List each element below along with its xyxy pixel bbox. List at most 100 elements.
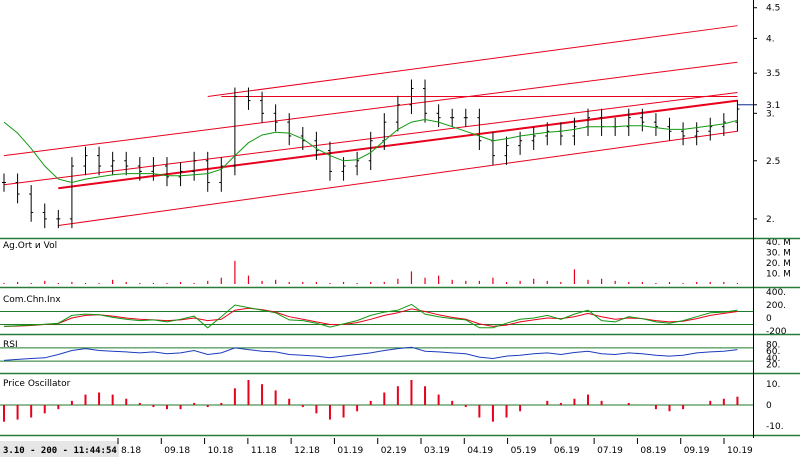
price-bar	[423, 79, 428, 123]
price-bar	[572, 117, 577, 146]
price-bar	[504, 136, 509, 165]
cci-panel: Com.Chn.Inx 400. 200. 0 -200	[0, 288, 787, 337]
oscillator-panel-label: Price Oscillator	[3, 379, 71, 389]
price-bar	[164, 157, 169, 187]
time-tick-label: 03.19	[424, 446, 450, 456]
price-bar	[327, 141, 332, 181]
price-tick-label: 4.5	[766, 4, 780, 14]
time-tick-label: 11.18	[251, 446, 277, 456]
channel-line-1	[3, 61, 738, 157]
price-bar	[531, 127, 536, 151]
timestamp-box	[0, 441, 119, 457]
price-bar	[518, 131, 523, 155]
price-bar	[409, 79, 414, 115]
moving-average-line	[3, 118, 738, 184]
rsi-panel-label: RSI	[3, 340, 18, 350]
oscillator-tick-label: 10.	[766, 380, 780, 390]
oscillator-tick-label: -10.	[766, 422, 784, 432]
price-axis: 4.5 4. 3.5 3.13. 2.5 2.	[753, 4, 780, 225]
price-bar	[124, 151, 129, 176]
price-bar	[681, 122, 686, 146]
timestamp: 3.10 - 200 - 11:44:54	[3, 446, 117, 456]
price-bar	[287, 113, 292, 146]
cci-tick-label: 200.	[766, 301, 786, 311]
price-bar	[137, 157, 142, 181]
volume-panel: Ag.Ort и Vol 40. M30. M20. M10. M	[3, 238, 791, 284]
price-bars	[2, 79, 740, 229]
channel-line-4	[58, 130, 738, 226]
price-bar	[355, 151, 360, 176]
cci-tick-label: 0	[766, 314, 772, 324]
price-bar	[314, 131, 319, 160]
time-tick-label: 02.19	[381, 446, 407, 456]
price-bar	[178, 162, 183, 187]
price-tick-label: 4.	[766, 34, 775, 44]
price-bar	[450, 108, 455, 127]
time-axis: 3.10 - 200 - 11:44:54 8.18 09.18 10.18 11.1…	[0, 438, 753, 457]
time-tick-label: 04.19	[467, 446, 493, 456]
rsi-tick-label: 60.	[766, 347, 780, 357]
price-bar	[490, 131, 495, 165]
price-bar	[708, 117, 713, 141]
volume-bars	[3, 260, 739, 284]
price-bar	[626, 108, 631, 136]
channel-line-3	[58, 99, 738, 190]
time-tick-label: 10.18	[208, 446, 234, 456]
price-bar	[151, 157, 156, 181]
price-bar	[29, 185, 34, 222]
price-bar	[599, 108, 604, 136]
oscillator-bars	[3, 380, 739, 422]
price-bar	[721, 113, 726, 136]
rsi-reference-lines	[0, 347, 753, 362]
price-tick-label: 3.	[766, 109, 775, 119]
time-tick-label: 07.19	[597, 446, 623, 456]
cci-signal-line	[3, 307, 738, 327]
price-bar	[232, 87, 237, 176]
cci-panel-label: Com.Chn.Inx	[3, 295, 61, 305]
rsi-tick-label: 20.	[766, 360, 780, 370]
cci-tick-label: -200	[766, 327, 787, 337]
price-bar	[56, 209, 61, 229]
cci-line	[3, 303, 738, 329]
volume-panel-label: Ag.Ort и Vol	[3, 241, 57, 251]
volume-tick-label: 30. M	[766, 249, 791, 259]
panel-frames	[0, 0, 800, 438]
price-bar	[653, 113, 658, 136]
price-bar	[735, 100, 740, 132]
time-tick-label: 09.19	[684, 446, 710, 456]
price-bar	[382, 113, 387, 151]
cci-axis: 400. 200. 0 -200	[766, 288, 787, 337]
time-tick-label: 06.19	[554, 446, 580, 456]
volume-tick-label: 40. M	[766, 238, 791, 248]
price-bar	[477, 108, 482, 151]
price-bar	[205, 151, 210, 192]
price-tick-label: 3.1	[766, 101, 780, 111]
time-tick-label: 05.19	[511, 446, 537, 456]
volume-tick-label: 10. M	[766, 270, 791, 280]
time-tick-label: 8.18	[121, 446, 141, 456]
price-bar	[42, 203, 47, 229]
price-panel: 4.5 4. 3.5 3.13. 2.5 2.	[2, 4, 780, 229]
price-bar	[586, 108, 591, 136]
price-bar	[260, 91, 265, 123]
time-tick-label: 12.18	[294, 446, 320, 456]
price-tick-label: 2.	[766, 215, 775, 225]
volume-tick-label: 20. M	[766, 259, 791, 269]
oscillator-axis: 10. 0 -10.	[766, 380, 784, 432]
price-bar	[2, 173, 6, 192]
price-bar	[558, 122, 563, 146]
price-bar	[83, 146, 88, 176]
rsi-axis: 80.60.40.20.	[766, 341, 780, 371]
channel-line-5	[207, 25, 738, 97]
oscillator-panel: Price Oscillator 10. 0 -10.	[0, 379, 784, 432]
volume-axis: 40. M30. M20. M10. M	[766, 238, 791, 280]
rsi-tick-label: 80.	[766, 341, 780, 351]
price-bar	[219, 157, 224, 192]
cci-tick-label: 400.	[766, 288, 786, 298]
rsi-tick-label: 40.	[766, 354, 780, 364]
price-bar	[368, 131, 373, 171]
time-tick-label: 08.19	[640, 446, 666, 456]
oscillator-tick-label: 0	[766, 401, 772, 411]
price-bar	[694, 122, 699, 146]
